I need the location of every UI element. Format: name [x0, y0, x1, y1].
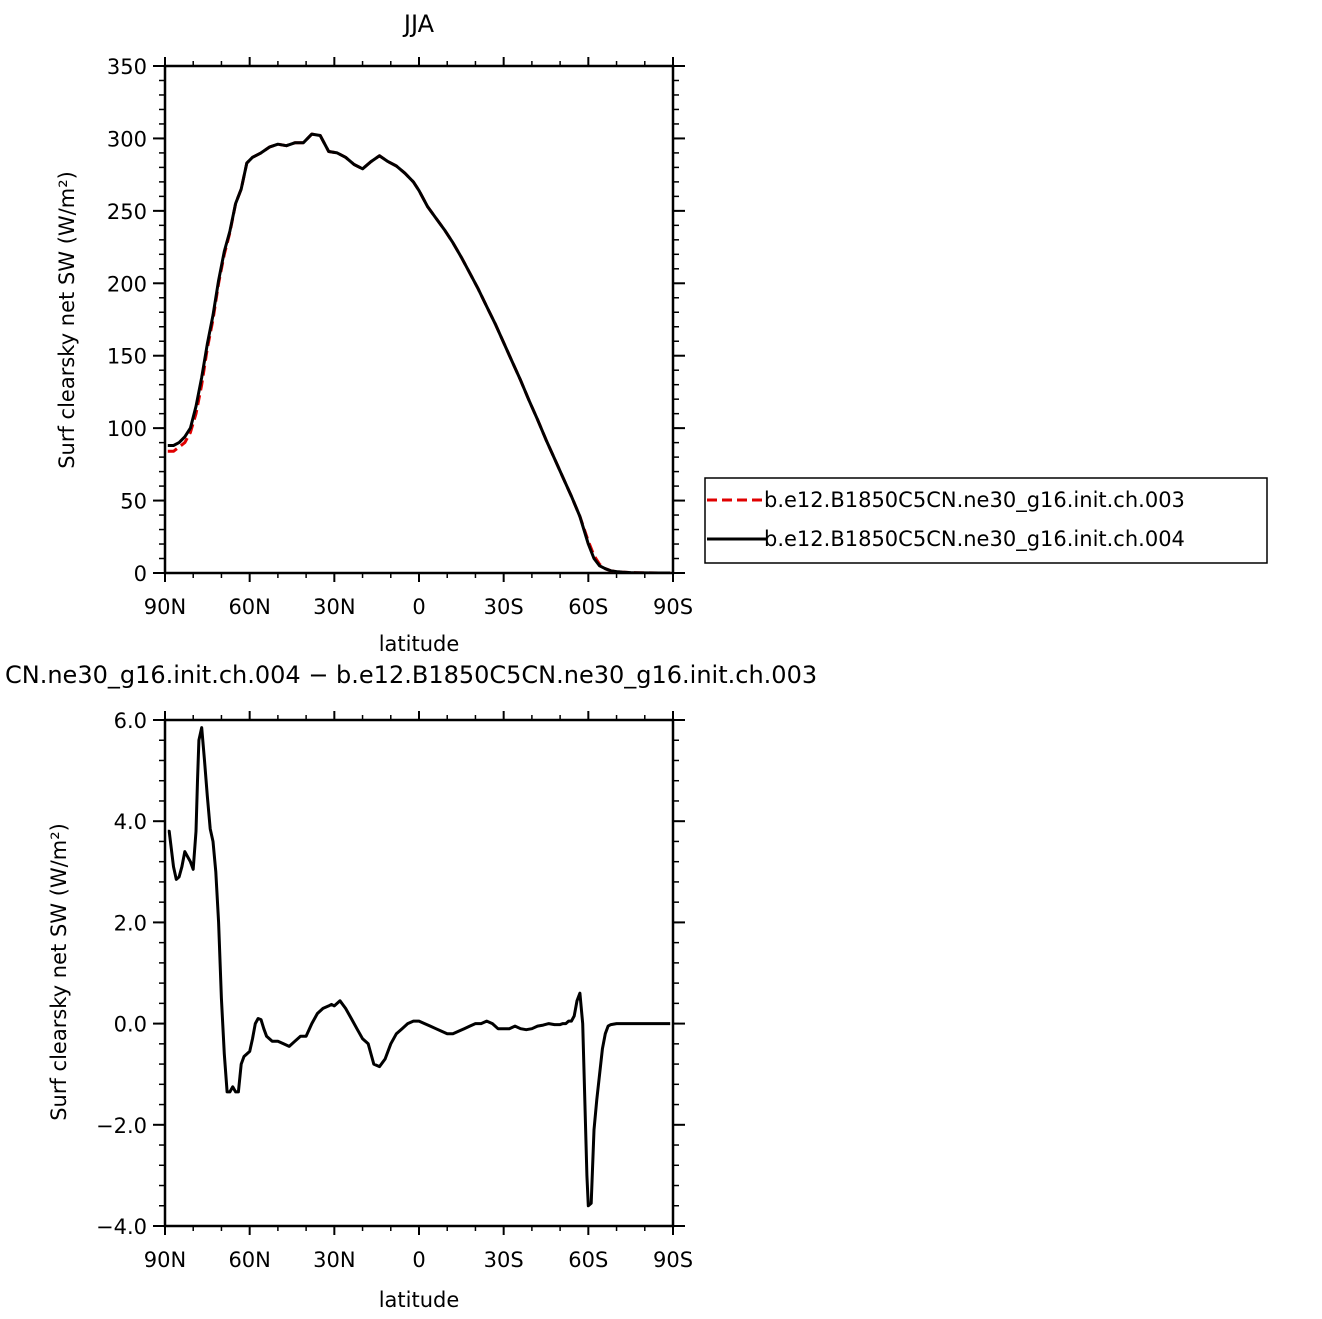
y-tick-label: −2.0	[96, 1114, 147, 1138]
chart-top-ticks	[153, 57, 685, 582]
chart-bottom-ylabel: Surf clearsky net SW (W/m²)	[47, 823, 71, 1121]
y-tick-label: 150	[107, 345, 147, 369]
chart-top-tick-labels: 90N 60N 30N 0 30S 60S 90S 0 50 100 150 200 250 300 350	[107, 55, 693, 619]
chart-top-series	[167, 132, 671, 573]
y-tick-label: 100	[107, 417, 147, 441]
x-tick-label: 30N	[313, 595, 355, 619]
chart-top-frame	[163, 64, 675, 575]
y-tick-label: 0	[134, 562, 147, 586]
legend: b.e12.B1850C5CN.ne30_g16.init.ch.003 b.e…	[704, 477, 1268, 564]
chart-top-title: JJA	[402, 10, 435, 38]
x-tick-label: 90N	[144, 1248, 186, 1272]
series-line-0-1	[167, 132, 671, 573]
series-line-1-0	[167, 726, 671, 1208]
x-tick-label: 60S	[568, 1248, 608, 1272]
series-line-0-0	[167, 132, 671, 573]
chart-bottom-xlabel: latitude	[379, 1288, 460, 1312]
y-tick-label: 350	[107, 55, 147, 79]
y-tick-label: 6.0	[114, 709, 147, 733]
chart-bottom-frame	[163, 718, 675, 1228]
y-tick-label: 250	[107, 200, 147, 224]
chart-top-ylabel: Surf clearsky net SW (W/m²)	[55, 171, 79, 469]
chart-bottom-series	[167, 726, 671, 1208]
x-tick-label: 0	[412, 1248, 425, 1272]
legend-label-series-003: b.e12.B1850C5CN.ne30_g16.init.ch.003	[764, 488, 1185, 513]
x-tick-label: 90S	[653, 595, 693, 619]
legend-box	[704, 477, 1268, 564]
x-tick-label: 60N	[228, 1248, 270, 1272]
y-tick-label: −4.0	[96, 1215, 147, 1239]
chart-bottom-title: CN.ne30_g16.init.ch.004 − b.e12.B1850C5C…	[5, 661, 817, 689]
x-tick-label: 0	[412, 595, 425, 619]
x-tick-label: 90S	[653, 1248, 693, 1272]
x-tick-label: 60S	[568, 595, 608, 619]
y-tick-label: 0.0	[114, 1013, 147, 1037]
y-tick-label: 200	[107, 272, 147, 296]
legend-label-series-004: b.e12.B1850C5CN.ne30_g16.init.ch.004	[764, 527, 1185, 552]
chart-bottom-tick-labels: 90N 60N 30N 0 30S 60S 90S −4.0 −2.0 0.0 2.0 4.0 6.0	[96, 709, 693, 1272]
chart-bottom-ticks	[153, 711, 685, 1235]
chart-top-xlabel: latitude	[379, 632, 460, 656]
chart-top: JJA 90N 60N 30N 0 30S 60S 90S 0 50 100 150 200 250 30…	[55, 10, 1268, 656]
x-tick-label: 30S	[484, 595, 524, 619]
y-tick-label: 300	[107, 127, 147, 151]
x-tick-label: 30S	[484, 1248, 524, 1272]
chart-bottom: CN.ne30_g16.init.ch.004 − b.e12.B1850C5C…	[5, 661, 817, 1312]
y-tick-label: 2.0	[114, 911, 147, 935]
x-tick-label: 60N	[228, 595, 270, 619]
y-tick-label: 50	[120, 490, 147, 514]
x-tick-label: 30N	[313, 1248, 355, 1272]
y-tick-label: 4.0	[114, 810, 147, 834]
x-tick-label: 90N	[144, 595, 186, 619]
